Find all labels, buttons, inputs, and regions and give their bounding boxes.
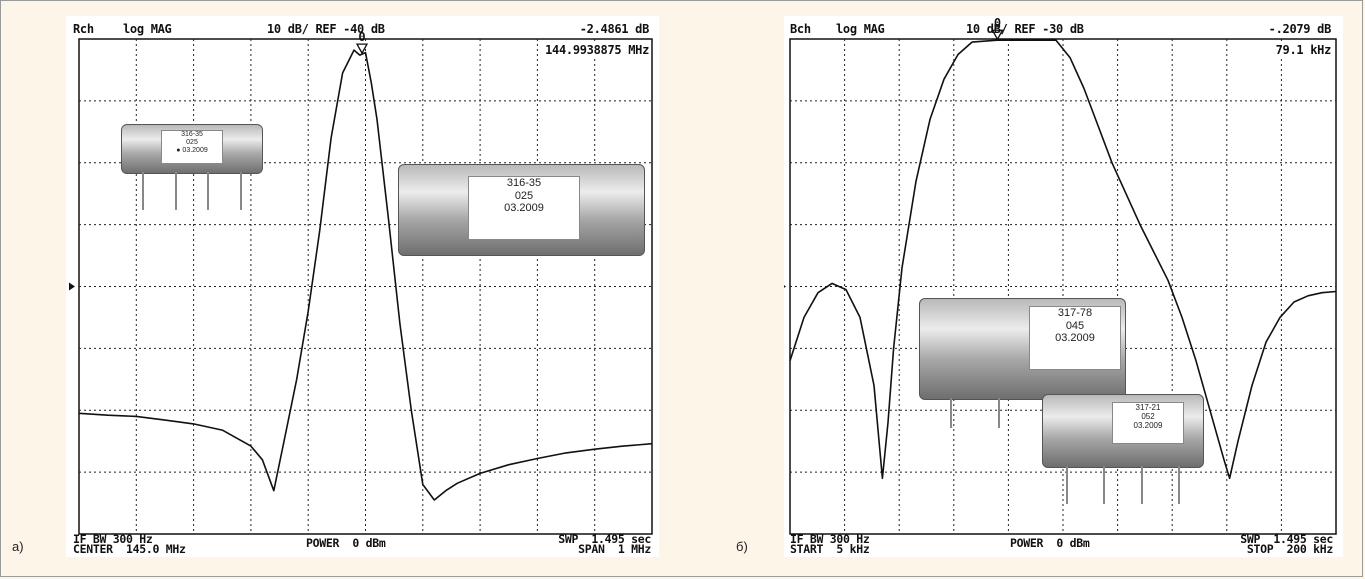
channel-label-b: Bch — [790, 22, 811, 36]
device-pin — [997, 398, 1000, 428]
plot-svg-b: 0 — [784, 16, 1337, 535]
device-label: 316-35 025 03.2009 — [468, 176, 580, 240]
ifbw-label-a: IF BW 300 Hz — [73, 532, 153, 546]
device-pin — [949, 398, 952, 428]
marker-triangle-icon — [355, 43, 369, 55]
center-label-a: CENTER 145.0 MHz — [73, 542, 186, 556]
device-pin — [1066, 466, 1068, 504]
marker-readout-a: 144.9938875 MHz — [545, 43, 649, 57]
channel-label-a: Rch — [73, 22, 94, 36]
device-label: 317-21 052 03.2009 — [1112, 402, 1184, 444]
reference-arrow-icon — [69, 282, 75, 291]
analyzer-screen-a: 0 Rch log MAG 10 dB/ REF -40 dB -2.4861 … — [66, 16, 659, 557]
device-pin — [1103, 466, 1106, 504]
analyzer-screen-b: 0 Bch log MAG 10 dB/ REF -30 dB -.2079 d… — [784, 16, 1343, 557]
device-pin — [1140, 466, 1143, 504]
trace-line-b — [789, 39, 1337, 480]
scale-label-a: 10 dB/ REF -40 dB — [267, 22, 385, 36]
ifbw-label-b: IF BW 300 Hz — [790, 532, 870, 546]
component-photo-large: 316-35 025 03.2009 — [398, 164, 645, 256]
start-label-b: START 5 kHz — [790, 542, 870, 556]
stop-label-b: STOP 200 kHz — [1246, 542, 1333, 556]
span-label-a: SPAN 1 MHz — [578, 542, 651, 556]
marker-label-a: 0 — [358, 30, 365, 44]
device-pin — [240, 172, 242, 210]
component-photo-small: 317-21 052 03.2009 — [1042, 394, 1204, 504]
marker-value-b: -.2079 dB — [1268, 22, 1332, 36]
device-pin — [174, 172, 177, 210]
device-pin — [1178, 466, 1180, 504]
plot-svg-a: 0 — [69, 30, 653, 535]
marker-triangle-icon — [991, 29, 1004, 41]
component-photo-small: 316-35 025 ● 03.2009 — [121, 124, 263, 210]
device-pin — [207, 172, 210, 210]
reference-arrow-icon — [784, 285, 786, 288]
sweep-label-b: SWP 1.495 sec — [1240, 532, 1333, 546]
device-label: 316-35 025 ● 03.2009 — [161, 130, 223, 164]
device-label: 317-78 045 03.2009 — [1029, 306, 1121, 370]
power-label-a: POWER 0 dBm — [306, 536, 386, 550]
marker-readout-b: 79.1 kHz — [1275, 43, 1331, 57]
marker-label-b: 0 — [994, 16, 1001, 30]
sweep-label-a: SWP 1.495 sec — [558, 532, 651, 546]
panel-a-letter: а) — [12, 539, 24, 554]
power-label-b: POWER 0 dBm — [1010, 536, 1090, 550]
scale-label-b: 10 dB/ REF -30 dB — [966, 22, 1084, 36]
device-pin — [142, 172, 144, 210]
panel-b-letter: б) — [736, 539, 748, 554]
marker-value-a: -2.4861 dB — [579, 22, 650, 36]
format-label-b: log MAG — [836, 22, 885, 36]
component-photo-large: 317-78 045 03.2009 — [919, 298, 1126, 428]
trace-line-a — [78, 49, 653, 501]
format-label-a: log MAG — [123, 22, 172, 36]
